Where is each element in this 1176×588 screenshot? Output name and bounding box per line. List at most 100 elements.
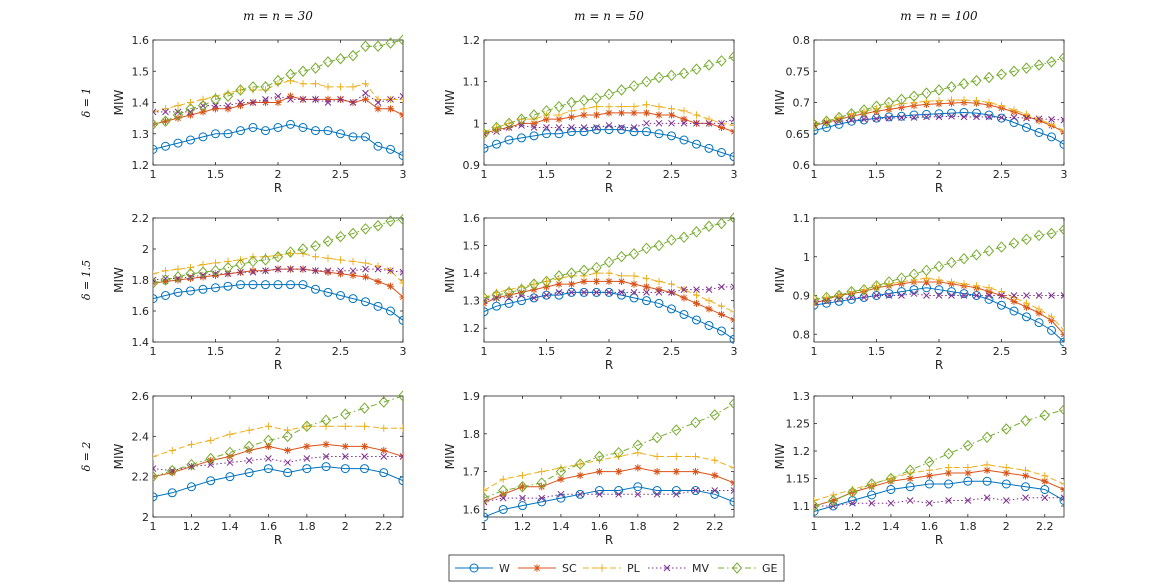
data-point-ge [484,128,490,140]
y-axis-label: MIW [112,443,126,469]
data-point-w [186,286,195,296]
data-point-w [198,132,208,142]
y-tick-label: 1.6 [463,212,481,225]
data-point-mv [287,265,294,273]
data-point-mv [1060,494,1064,502]
data-point-mv [237,268,244,276]
data-point-mv [580,124,588,131]
data-point-w [654,298,664,308]
y-tick-label: 2.2 [132,471,150,484]
data-point-w [373,141,383,151]
data-point-mv [814,502,818,510]
data-point-ge [814,500,820,512]
data-point-mv [998,292,1005,299]
data-point-w [729,497,734,507]
series-pl [814,96,1064,135]
data-point-pl [672,452,680,461]
data-point-sc [711,471,719,480]
series-sc [484,464,734,506]
data-point-ge [282,430,293,443]
data-point-w [504,135,514,145]
data-point-w [336,291,345,300]
data-point-ge [297,65,309,77]
data-point-pl [814,496,818,505]
data-point-pl [655,277,663,285]
data-point-w [1040,485,1050,494]
data-point-pl [947,278,956,286]
data-point-mv [910,290,918,297]
x-tick-label: 3 [400,168,407,181]
data-point-pl [972,97,981,105]
legend-marker-w [469,563,479,573]
data-point-ge [320,414,332,426]
data-point-w [884,289,894,299]
data-point-pl [960,96,968,104]
data-point-pl [985,98,993,107]
data-point-mv [630,289,638,296]
data-point-ge [578,94,590,107]
data-point-sc [264,442,272,451]
data-point-mv [985,292,993,299]
data-point-mv [387,267,394,275]
data-point-mv [530,124,538,131]
data-point-sc [380,446,388,455]
data-point-pl [324,83,332,91]
y-tick-label: 1.6 [463,503,481,516]
y-axis-label: MIW [773,89,787,115]
data-point-sc [595,468,603,476]
data-point-sc [655,111,663,119]
data-point-w [542,290,551,300]
data-point-ge [347,227,359,240]
data-point-ge [641,242,652,255]
data-point-ge [1020,415,1031,427]
data-point-sc [374,105,382,113]
data-point-w [348,132,358,142]
data-point-sc [324,95,332,103]
data-point-w [1034,318,1044,328]
y-tick-label: 0.9 [793,290,811,303]
data-point-pl [349,83,357,91]
series-line-pl [153,425,403,457]
data-point-ge [186,458,197,471]
data-point-sc [705,305,713,313]
data-point-w [348,294,358,304]
data-point-pl [153,108,157,116]
data-point-mv [898,114,905,121]
y-tick-label: 1.4 [132,336,150,349]
x-tick-label: 1 [811,168,818,181]
data-point-mv [274,265,282,273]
x-tick-label: 2 [673,520,680,533]
y-tick-label: 1.25 [786,418,811,431]
data-point-w [484,512,489,522]
legend-entry-w: W [455,562,510,575]
data-point-ge [516,283,527,296]
data-point-ge [653,71,665,84]
data-point-mv [960,292,968,299]
data-point-w [379,468,389,478]
data-point-ge [703,220,715,233]
data-point-w [321,462,331,472]
data-point-mv [484,498,488,506]
data-point-pl [153,270,157,278]
y-tick-label: 1.3 [132,128,150,141]
data-point-mv [262,267,269,275]
data-point-mv [718,283,725,291]
data-point-ge [1021,62,1032,74]
data-point-ge [833,111,845,124]
data-point-ge [946,256,957,269]
series-mv [484,487,734,506]
data-point-mv [680,286,688,293]
data-point-w [729,152,734,162]
data-point-mv [1060,116,1064,124]
data-point-ge [603,88,615,100]
data-point-ge [310,240,321,252]
series-mv [814,290,1064,305]
data-point-sc [829,496,837,505]
data-point-w [484,143,489,153]
data-point-sc [672,468,680,476]
legend: W SC PL MV GE [448,554,785,582]
data-point-w [592,125,601,135]
y-tick-label: 1.5 [132,65,150,78]
x-tick-label: 2 [606,345,613,358]
data-point-pl [299,80,307,88]
